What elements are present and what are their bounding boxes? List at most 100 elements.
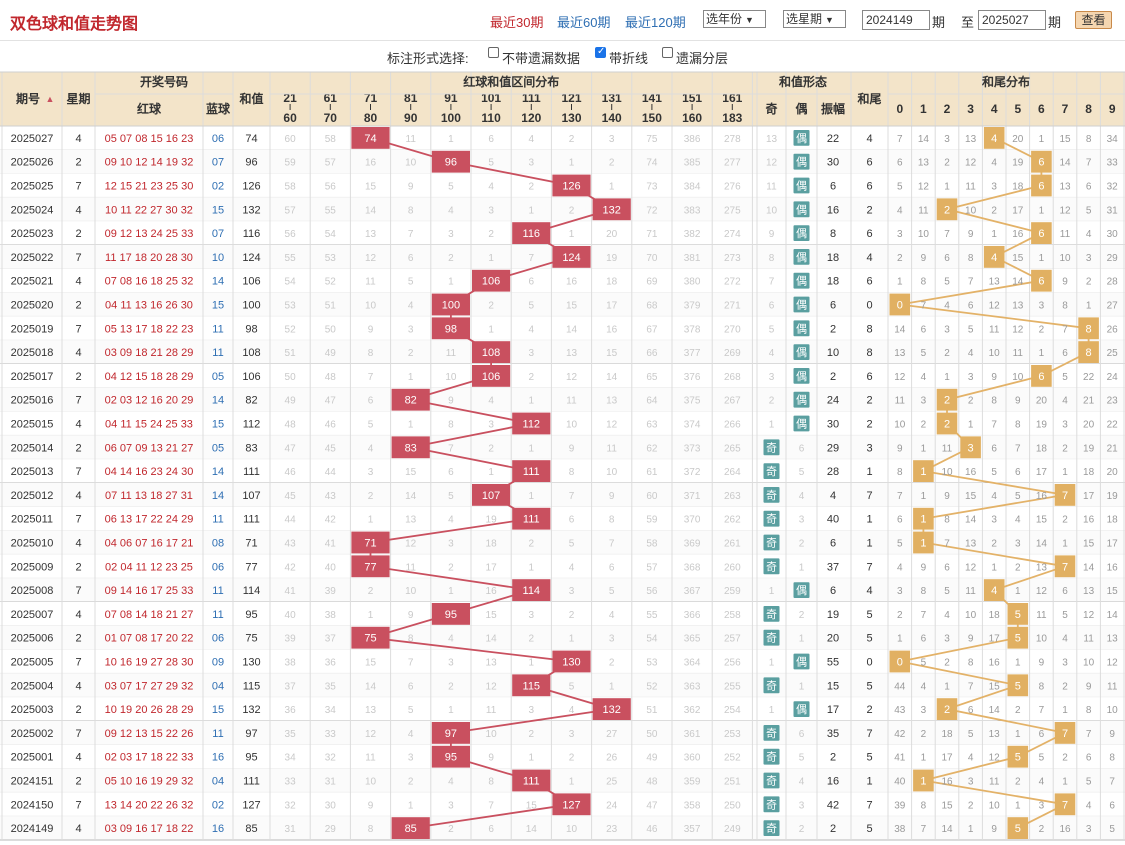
- range-30-link[interactable]: 最近30期: [490, 15, 544, 30]
- sum-zone-miss: 378: [684, 324, 701, 335]
- header-issue: 期号: [16, 91, 40, 106]
- even-badge: [793, 272, 810, 289]
- amplitude-cell: 4: [830, 490, 836, 502]
- sum-zone-miss: 270: [724, 324, 741, 335]
- tail-dist-miss: 1: [1039, 348, 1045, 359]
- sum-zone-miss: 49: [646, 753, 658, 764]
- option-miss-layer-label[interactable]: 遗漏分层: [676, 51, 729, 66]
- sum-zone-hit: [351, 531, 390, 554]
- view-button[interactable]: 查看: [1075, 11, 1112, 29]
- tail-dist-hit: [1054, 793, 1076, 816]
- tail-dist-miss: 2: [1039, 324, 1045, 335]
- even-miss: 3: [799, 515, 805, 526]
- tail-dist-miss: 30: [1107, 229, 1119, 240]
- issue-cell: 2025016: [11, 395, 54, 407]
- tail-dist-miss: 19: [1012, 158, 1024, 169]
- even-badge-label: 偶: [796, 132, 807, 145]
- range-60-link[interactable]: 最近60期: [557, 15, 611, 30]
- blue-ball-cell: 11: [212, 585, 223, 597]
- sum-zone-miss: 7: [609, 539, 615, 550]
- tail-dist-miss: 1: [921, 753, 927, 764]
- sum-zone-miss: 45: [285, 491, 297, 502]
- option-miss-layer-checkbox[interactable]: [662, 47, 673, 58]
- even-badge: [793, 701, 810, 717]
- issue-cell: 2025017: [11, 371, 54, 383]
- sum-cell: 97: [245, 728, 257, 740]
- amplitude-cell: 30: [827, 157, 839, 169]
- sum-zone-miss: 5: [448, 182, 454, 193]
- header-zone-to: 70: [324, 111, 338, 125]
- from-issue-input[interactable]: 2024149: [862, 10, 930, 30]
- sum-zone-miss: 10: [486, 729, 498, 740]
- sum-zone-miss: 44: [325, 467, 337, 478]
- option-no-miss-checkbox[interactable]: [488, 47, 499, 58]
- tail-dist-miss: 13: [1036, 562, 1048, 573]
- tail-cell: 8: [866, 323, 872, 335]
- sum-zone-miss: 51: [285, 348, 297, 359]
- sum-zone-miss: 372: [684, 467, 701, 478]
- sum-zone-miss: 1: [448, 134, 454, 145]
- sum-zone-miss: 10: [365, 301, 377, 312]
- sum-zone-miss: 8: [609, 515, 615, 526]
- sum-zone-miss: 15: [566, 301, 578, 312]
- to-issue-input[interactable]: 2025027: [978, 10, 1046, 30]
- sum-zone-miss: 1: [448, 586, 454, 597]
- odd-badge-label: 奇: [766, 798, 777, 811]
- tail-dist-miss: 5: [1039, 753, 1045, 764]
- sum-zone-miss: 55: [285, 253, 297, 264]
- sum-zone-miss: 23: [606, 824, 618, 835]
- weekday-cell: 7: [75, 728, 81, 740]
- amplitude-cell: 2: [830, 323, 836, 335]
- sum-zone-miss: 2: [368, 491, 374, 502]
- sum-zone-miss: 13: [405, 515, 417, 526]
- option-polyline-label[interactable]: 带折线: [609, 51, 649, 66]
- tail-dist-miss: 2: [1015, 777, 1021, 788]
- tail-dist-miss: 15: [941, 800, 953, 811]
- sum-zone-miss: 9: [408, 182, 414, 193]
- sum-zone-miss: 72: [646, 205, 658, 216]
- tail-dist-miss: 7: [1086, 729, 1092, 740]
- sum-zone-miss: 365: [684, 634, 701, 645]
- blue-ball-cell: 15: [212, 704, 224, 716]
- tail-dist-miss: 7: [921, 610, 927, 621]
- sum-zone-miss: 4: [408, 729, 414, 740]
- sum-cell: 77: [245, 561, 257, 573]
- amplitude-cell: 2: [830, 752, 836, 764]
- option-polyline-checkbox[interactable]: [595, 46, 606, 58]
- tail-dist-miss: 1: [1039, 134, 1045, 145]
- sum-zone-miss: 31: [285, 824, 297, 835]
- tail-dist-miss: 6: [1086, 753, 1092, 764]
- sum-zone-miss: 57: [646, 562, 658, 573]
- sum-zone-miss: 5: [448, 491, 454, 502]
- amplitude-cell: 30: [827, 419, 839, 431]
- sum-zone-hit-value: 96: [445, 157, 457, 169]
- tail-cell: 2: [866, 204, 872, 216]
- sum-zone-miss: 275: [724, 205, 741, 216]
- tail-dist-miss: 2: [897, 610, 903, 621]
- sum-zone-miss: 3: [569, 729, 575, 740]
- tail-dist-miss: 17: [989, 634, 1001, 645]
- option-no-miss-label[interactable]: 不带遗漏数据: [502, 51, 581, 66]
- sum-zone-miss: 364: [684, 658, 701, 669]
- tail-dist-miss: 20: [1107, 467, 1119, 478]
- weekday-cell: 4: [75, 680, 81, 692]
- amplitude-cell: 18: [827, 252, 839, 264]
- sum-zone-miss: 373: [684, 443, 701, 454]
- tail-dist-miss: 4: [1039, 777, 1045, 788]
- issue-select[interactable]: 选星期 ▼: [783, 10, 846, 28]
- red-balls-cell: 04 06 07 16 17 21: [105, 538, 194, 550]
- range-120-link[interactable]: 最近120期: [625, 15, 686, 30]
- tail-dist-miss: 4: [1015, 515, 1021, 526]
- odd-badge: [763, 748, 780, 765]
- tail-dist-miss: 8: [897, 467, 903, 478]
- issue-cell: 2025008: [11, 585, 54, 597]
- tail-dist-miss: 6: [921, 634, 927, 645]
- header-zone-from: 141: [642, 91, 662, 105]
- tail-dist-miss: 14: [1012, 277, 1024, 288]
- tail-dist-miss: 8: [1039, 681, 1045, 692]
- odd-badge-label: 奇: [766, 465, 777, 478]
- sum-zone-miss: 385: [684, 158, 701, 169]
- year-select[interactable]: 选年份 ▼: [703, 10, 766, 28]
- tail-dist-hit: [1078, 341, 1099, 363]
- sum-zone-miss: 56: [325, 182, 337, 193]
